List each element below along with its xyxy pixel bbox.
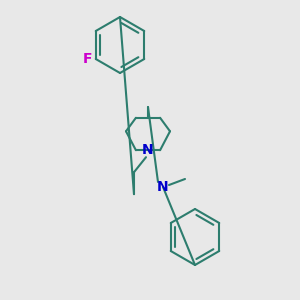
Text: F: F	[83, 52, 92, 66]
Text: N: N	[142, 143, 154, 157]
Text: N: N	[157, 180, 169, 194]
